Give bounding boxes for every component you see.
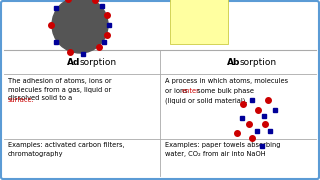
Text: or ions: or ions: [165, 88, 190, 94]
Text: sorption: sorption: [240, 58, 277, 67]
Circle shape: [52, 0, 108, 53]
Bar: [170, 0, 228, 44]
Text: A process in which atoms, molecules: A process in which atoms, molecules: [165, 78, 288, 84]
Text: Examples: paper towels absorbing
water, CO₂ from air into NaOH: Examples: paper towels absorbing water, …: [165, 142, 281, 157]
Text: enter: enter: [182, 88, 200, 94]
Text: Ab: Ab: [227, 58, 240, 67]
Text: Ad: Ad: [67, 58, 80, 67]
Text: some bulk phase: some bulk phase: [195, 88, 254, 94]
Text: sorption: sorption: [80, 58, 117, 67]
Text: surface.: surface.: [8, 97, 35, 104]
Text: Examples: activated carbon filters,
chromatography: Examples: activated carbon filters, chro…: [8, 142, 124, 157]
Text: The adhesion of atoms, ions or
molecules from a gas, liquid or
dissolved solid t: The adhesion of atoms, ions or molecules…: [8, 78, 112, 101]
Text: (liquid or solid material).: (liquid or solid material).: [165, 97, 247, 104]
